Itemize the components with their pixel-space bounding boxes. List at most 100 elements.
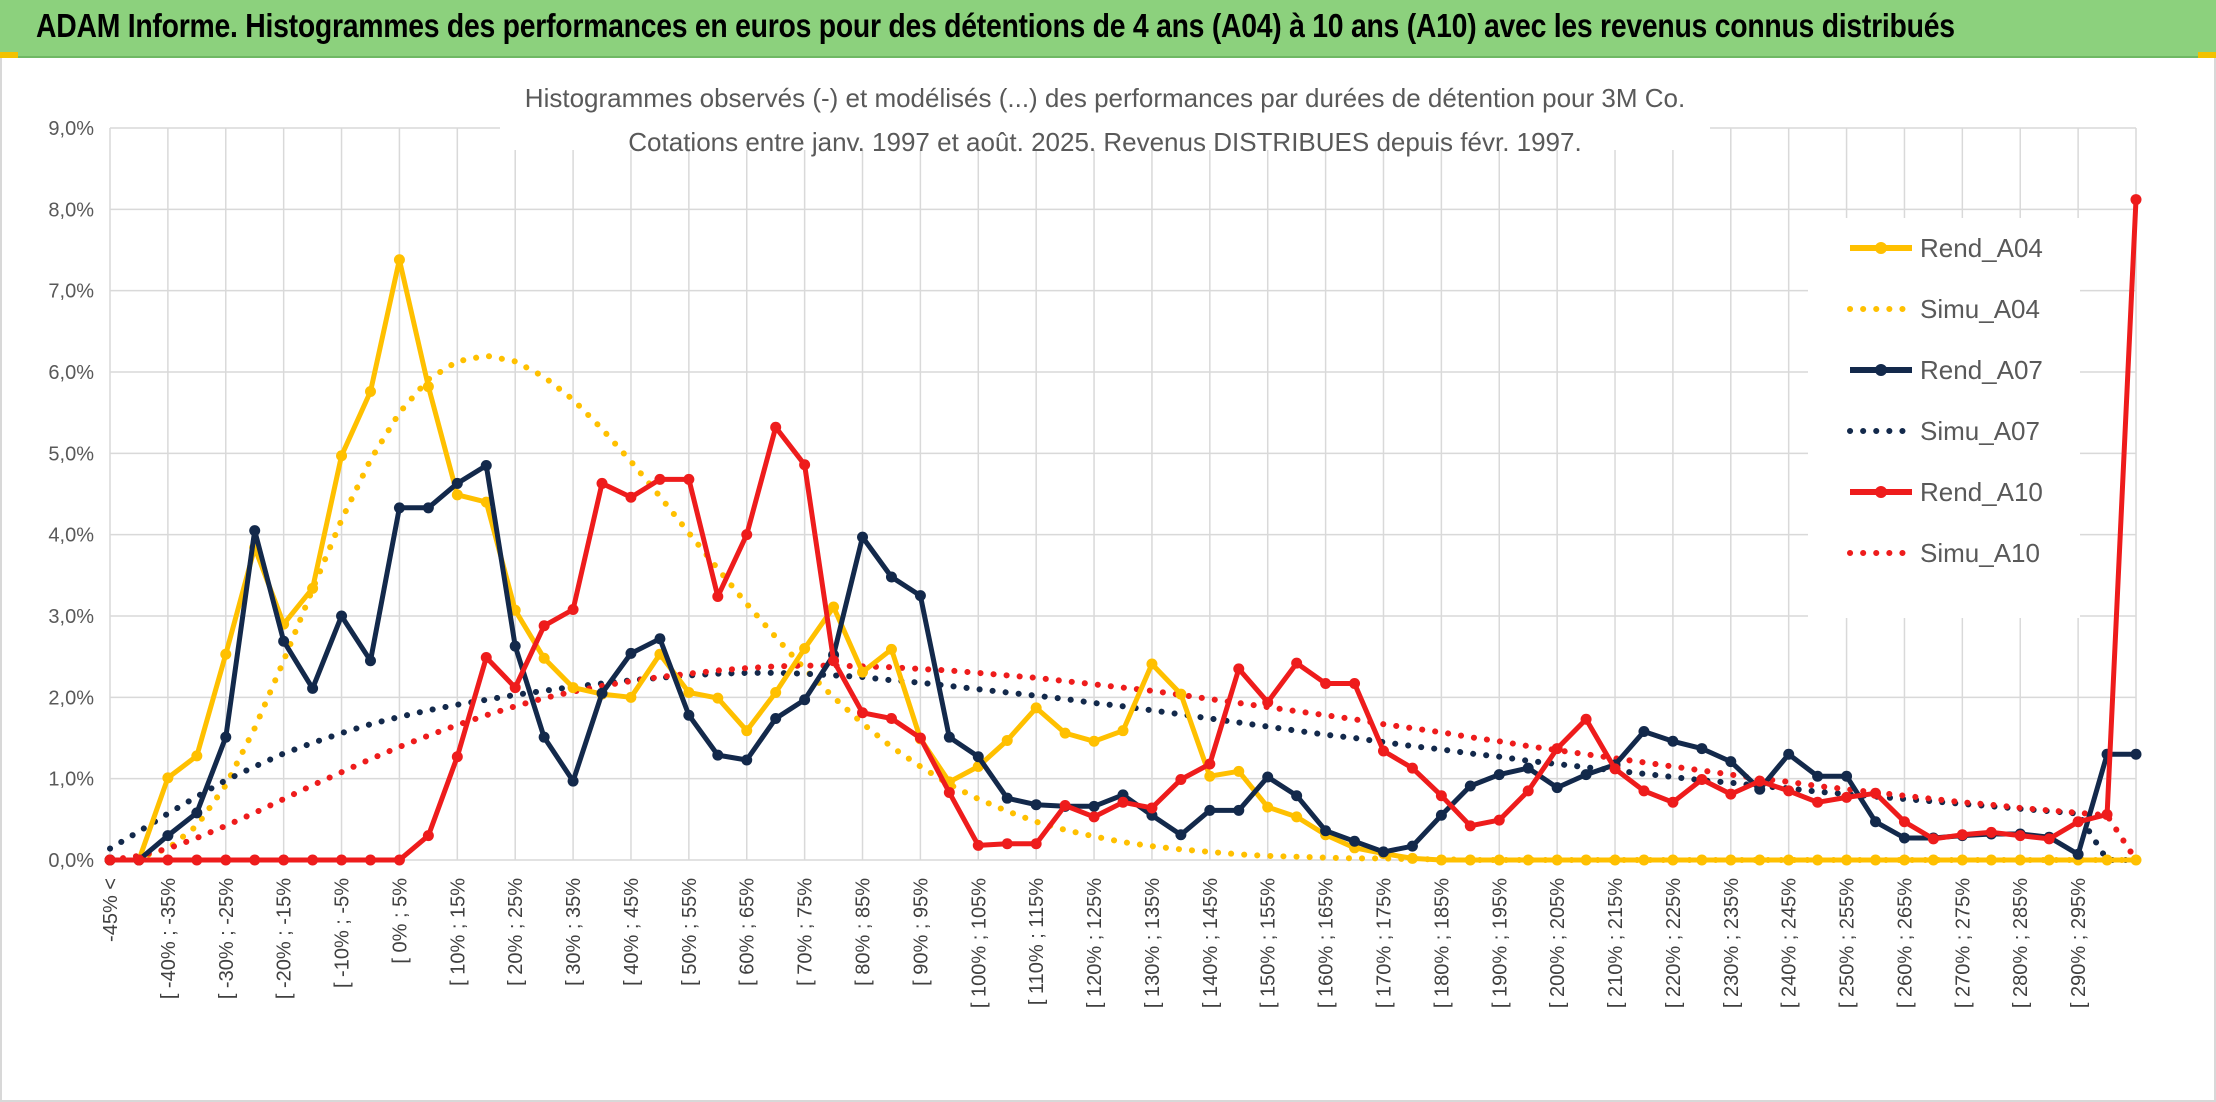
x-tick-label: [ 150% ; 155% <box>1258 878 1280 1008</box>
data-point-rend-a07 <box>1841 770 1853 782</box>
data-point-rend-a07 <box>422 502 434 514</box>
data-point-rend-a10 <box>828 655 840 667</box>
data-point-rend-a04 <box>451 489 463 501</box>
data-point-rend-a10 <box>625 491 637 503</box>
data-point-rend-a04 <box>538 652 550 664</box>
data-point-rend-a04 <box>1406 852 1418 864</box>
data-point-rend-a07 <box>1667 735 1679 747</box>
data-point-rend-a04 <box>712 692 724 704</box>
data-point-rend-a10 <box>133 854 145 866</box>
series-line-simu-a10 <box>107 662 2139 863</box>
y-tick-label: 8,0% <box>48 199 94 221</box>
data-point-rend-a04 <box>1262 801 1274 813</box>
data-point-rend-a07 <box>1812 770 1824 782</box>
data-point-rend-a10 <box>2043 833 2055 845</box>
data-point-rend-a10 <box>2014 830 2026 842</box>
data-point-rend-a04 <box>1493 854 1505 866</box>
data-point-rend-a10 <box>1956 829 1968 841</box>
data-point-rend-a04 <box>2130 854 2142 866</box>
data-point-rend-a07 <box>249 525 261 537</box>
data-point-rend-a07 <box>1175 829 1187 841</box>
y-tick-label: 4,0% <box>48 525 94 547</box>
line-chart: 0,0% 1,0% 2,0% 3,0% 4,0% 5,0% 6,0% 7,0% 8,0% 9,0%… <box>48 58 2142 1008</box>
data-point-rend-a10 <box>1291 657 1303 669</box>
data-point-rend-a07 <box>741 754 753 766</box>
data-point-rend-a10 <box>509 682 521 694</box>
data-point-rend-a04 <box>1956 854 1968 866</box>
banner-corner-right <box>2198 52 2216 58</box>
data-point-rend-a10 <box>1406 762 1418 774</box>
data-point-rend-a07 <box>1001 792 1013 804</box>
data-point-rend-a10 <box>480 651 492 663</box>
data-point-rend-a07 <box>1377 846 1389 858</box>
data-point-rend-a07 <box>336 610 348 622</box>
data-point-rend-a07 <box>2072 848 2084 860</box>
data-point-rend-a10 <box>364 854 376 866</box>
x-tick-label: -45% < <box>100 878 122 942</box>
data-point-rend-a07 <box>451 477 463 489</box>
data-point-rend-a04 <box>1204 770 1216 782</box>
data-point-rend-a10 <box>1841 791 1853 803</box>
y-tick-label: 6,0% <box>48 362 94 384</box>
x-tick-label: [ 10% ; 15% <box>447 878 469 986</box>
data-point-rend-a10 <box>422 830 434 842</box>
y-tick-label: 0,0% <box>48 850 94 872</box>
data-point-rend-a04 <box>1927 854 1939 866</box>
data-point-rend-a10 <box>1985 826 1997 838</box>
legend-marker-rend-a10 <box>1875 486 1887 498</box>
x-tick-label: [ 280% ; 285% <box>2010 878 2032 1008</box>
data-point-rend-a10 <box>104 854 116 866</box>
data-point-rend-a10 <box>2072 816 2084 828</box>
data-point-rend-a07 <box>596 687 608 699</box>
chart-title: Histogrammes observés (-) et modélisés (… <box>525 83 1685 113</box>
data-point-rend-a07 <box>480 460 492 472</box>
data-point-rend-a07 <box>914 590 926 602</box>
data-point-rend-a10 <box>1001 838 1013 850</box>
data-point-rend-a10 <box>1551 743 1563 755</box>
data-point-rend-a10 <box>1377 745 1389 757</box>
data-point-rend-a04 <box>1551 854 1563 866</box>
data-point-rend-a10 <box>857 707 869 719</box>
data-point-rend-a10 <box>1059 800 1071 812</box>
data-point-rend-a04 <box>741 725 753 737</box>
data-point-rend-a07 <box>364 655 376 667</box>
chart-title-block: Histogrammes observés (-) et modélisés (… <box>500 58 1710 157</box>
data-point-rend-a10 <box>1146 802 1158 814</box>
data-point-rend-a10 <box>1435 790 1447 802</box>
data-point-rend-a04 <box>393 254 405 266</box>
data-point-rend-a10 <box>249 854 261 866</box>
x-tick-label: [ 70% ; 75% <box>795 878 817 986</box>
data-point-rend-a04 <box>220 648 232 660</box>
x-tick-label: [ 250% ; 255% <box>1837 878 1859 1008</box>
x-tick-label: [ -20% ; -15% <box>274 878 296 999</box>
data-point-rend-a10 <box>1088 811 1100 823</box>
data-point-rend-a10 <box>885 712 897 724</box>
x-tick-label: [ 220% ; 225% <box>1663 878 1685 1008</box>
data-point-rend-a04 <box>1117 725 1129 737</box>
data-point-rend-a10 <box>451 751 463 763</box>
data-point-rend-a04 <box>770 686 782 698</box>
x-tick-label: [ 120% ; 125% <box>1084 878 1106 1008</box>
data-point-rend-a07 <box>1870 816 1882 828</box>
data-point-rend-a04 <box>857 666 869 678</box>
data-point-rend-a07 <box>625 647 637 659</box>
data-point-rend-a10 <box>972 839 984 851</box>
data-point-rend-a04 <box>1580 854 1592 866</box>
data-point-rend-a07 <box>1320 825 1332 837</box>
data-point-rend-a10 <box>1638 785 1650 797</box>
data-point-rend-a10 <box>336 854 348 866</box>
banner-corner-left <box>0 52 18 58</box>
x-tick-label: [ 20% ; 25% <box>505 878 527 986</box>
data-point-rend-a10 <box>1233 663 1245 675</box>
y-tick-label: 3,0% <box>48 606 94 628</box>
series-lines <box>104 194 2142 866</box>
data-point-rend-a10 <box>943 786 955 798</box>
legend: Rend_A04 Simu_A04 Rend_A07 Simu_A07 Rend_A10… <box>1808 218 2080 618</box>
data-point-rend-a10 <box>1667 796 1679 808</box>
x-tick-label: [ 240% ; 245% <box>1779 878 1801 1008</box>
x-tick-label: [ 180% ; 185% <box>1431 878 1453 1008</box>
data-point-rend-a10 <box>1030 838 1042 850</box>
data-point-rend-a10 <box>2130 194 2142 206</box>
data-point-rend-a10 <box>538 620 550 632</box>
data-point-rend-a10 <box>1898 816 1910 828</box>
